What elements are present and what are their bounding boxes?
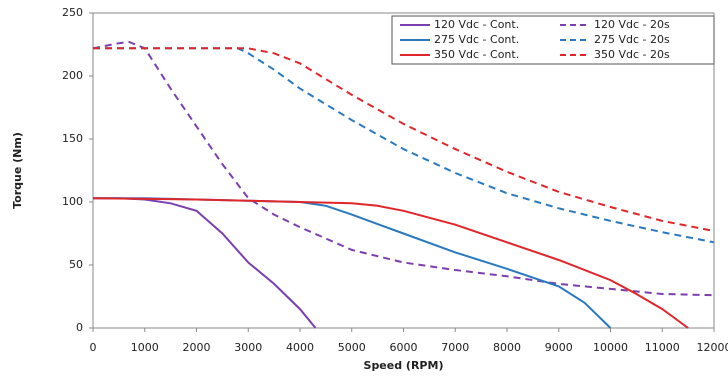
x-tick-label: 2000 — [183, 341, 211, 354]
legend-label: 350 Vdc - 20s — [594, 48, 670, 61]
legend-box — [391, 15, 715, 65]
legend-label: 120 Vdc - 20s — [594, 18, 670, 31]
series-line — [93, 197, 317, 329]
x-tick-label: 0 — [90, 341, 97, 354]
x-axis-title: Speed (RPM) — [364, 359, 444, 372]
series-line — [93, 47, 715, 244]
x-tick-label: 10000 — [593, 341, 628, 354]
x-tick-label: 11000 — [645, 341, 680, 354]
series-line — [93, 47, 715, 232]
y-tick-label: 100 — [62, 195, 83, 208]
legend-label: 120 Vdc - Cont. — [434, 18, 519, 31]
x-tick-label: 5000 — [338, 341, 366, 354]
legend-label: 275 Vdc - Cont. — [434, 33, 519, 46]
x-tick-label: 6000 — [390, 341, 418, 354]
x-tick-label: 3000 — [234, 341, 262, 354]
x-tick-label: 4000 — [286, 341, 314, 354]
y-tick-label: 200 — [62, 69, 83, 82]
y-axis-title: Torque (Nm) — [11, 132, 24, 209]
series-line — [92, 197, 689, 329]
x-tick-label: 7000 — [441, 341, 469, 354]
y-tick-label: 0 — [76, 321, 83, 334]
x-tick-label: 12000 — [697, 341, 728, 354]
y-tick-label: 150 — [62, 132, 83, 145]
legend-label: 275 Vdc - 20s — [594, 33, 670, 46]
series-line — [93, 197, 612, 329]
x-tick-label: 8000 — [493, 341, 521, 354]
y-tick-label: 250 — [62, 6, 83, 19]
legend-label: 350 Vdc - Cont. — [434, 48, 519, 61]
y-tick-label: 50 — [69, 258, 83, 271]
series-line — [92, 40, 715, 297]
x-tick-label: 9000 — [545, 341, 573, 354]
x-tick-label: 1000 — [131, 341, 159, 354]
